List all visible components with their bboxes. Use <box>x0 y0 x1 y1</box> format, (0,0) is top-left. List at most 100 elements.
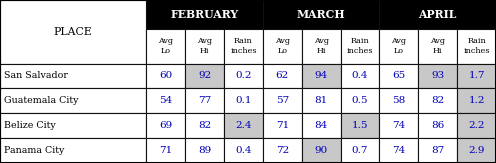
Text: 82: 82 <box>198 121 211 130</box>
Text: Guatemala City: Guatemala City <box>4 96 78 105</box>
Text: 0.4: 0.4 <box>352 72 368 81</box>
Bar <box>457 29 496 64</box>
Bar <box>379 29 418 64</box>
Bar <box>341 113 379 138</box>
Bar <box>0 113 146 138</box>
Text: Avg
Hi: Avg Hi <box>197 37 212 55</box>
Bar <box>263 88 302 113</box>
Text: 2.2: 2.2 <box>468 121 485 130</box>
Bar <box>341 138 379 163</box>
Bar <box>302 88 341 113</box>
Bar <box>0 64 146 88</box>
Bar <box>0 0 146 64</box>
Text: 62: 62 <box>276 72 289 81</box>
Bar <box>418 88 457 113</box>
Text: 0.7: 0.7 <box>352 146 368 155</box>
Bar <box>302 64 341 88</box>
Text: 90: 90 <box>314 146 328 155</box>
Text: 74: 74 <box>392 146 406 155</box>
Bar <box>457 64 496 88</box>
Text: Panama City: Panama City <box>4 146 64 155</box>
Text: 89: 89 <box>198 146 211 155</box>
Text: 82: 82 <box>431 96 444 105</box>
Text: 92: 92 <box>198 72 211 81</box>
Text: 54: 54 <box>159 96 173 105</box>
Bar <box>379 113 418 138</box>
Text: 58: 58 <box>392 96 406 105</box>
Bar <box>146 0 263 29</box>
Bar <box>418 138 457 163</box>
Bar <box>263 138 302 163</box>
Text: 0.1: 0.1 <box>235 96 251 105</box>
Bar <box>341 29 379 64</box>
Text: Avg
Hi: Avg Hi <box>430 37 445 55</box>
Text: Rain
inches: Rain inches <box>347 37 373 55</box>
Text: 74: 74 <box>392 121 406 130</box>
Text: FEBRUARY: FEBRUARY <box>171 9 239 20</box>
Text: 1.5: 1.5 <box>352 121 368 130</box>
Bar <box>341 88 379 113</box>
Bar <box>146 113 185 138</box>
Bar <box>146 138 185 163</box>
Bar <box>418 29 457 64</box>
Bar <box>185 113 224 138</box>
Text: 72: 72 <box>276 146 289 155</box>
Text: 81: 81 <box>314 96 328 105</box>
Text: Rain
inches: Rain inches <box>230 37 257 55</box>
Bar <box>302 113 341 138</box>
Bar <box>224 113 263 138</box>
Text: 87: 87 <box>431 146 444 155</box>
Bar <box>224 29 263 64</box>
Text: 65: 65 <box>392 72 406 81</box>
Text: Avg
Hi: Avg Hi <box>313 37 329 55</box>
Text: 86: 86 <box>431 121 444 130</box>
Bar <box>341 64 379 88</box>
Text: APRIL: APRIL <box>419 9 457 20</box>
Text: Avg
Lo: Avg Lo <box>391 37 406 55</box>
Bar <box>379 64 418 88</box>
Text: 1.2: 1.2 <box>468 96 485 105</box>
Text: 0.5: 0.5 <box>352 96 368 105</box>
Bar <box>263 113 302 138</box>
Text: San Salvador: San Salvador <box>4 72 68 81</box>
Bar <box>379 0 496 29</box>
Text: 2.4: 2.4 <box>235 121 251 130</box>
Text: 2.9: 2.9 <box>468 146 485 155</box>
Bar <box>146 29 185 64</box>
Text: 94: 94 <box>314 72 328 81</box>
Text: 60: 60 <box>159 72 173 81</box>
Text: Avg
Lo: Avg Lo <box>158 37 173 55</box>
Text: 57: 57 <box>276 96 289 105</box>
Bar <box>457 113 496 138</box>
Text: 77: 77 <box>198 96 211 105</box>
Bar <box>302 138 341 163</box>
Text: 71: 71 <box>276 121 289 130</box>
Text: 69: 69 <box>159 121 173 130</box>
Text: 1.7: 1.7 <box>468 72 485 81</box>
Text: PLACE: PLACE <box>54 27 93 37</box>
Bar <box>185 88 224 113</box>
Bar <box>379 138 418 163</box>
Text: Rain
inches: Rain inches <box>463 37 490 55</box>
Bar <box>263 29 302 64</box>
Text: Avg
Lo: Avg Lo <box>275 37 290 55</box>
Bar <box>379 88 418 113</box>
Bar <box>185 29 224 64</box>
Text: 0.2: 0.2 <box>235 72 251 81</box>
Bar <box>224 138 263 163</box>
Bar <box>263 64 302 88</box>
Bar <box>418 64 457 88</box>
Text: 71: 71 <box>159 146 173 155</box>
Bar <box>263 0 379 29</box>
Bar <box>418 113 457 138</box>
Bar <box>457 138 496 163</box>
Bar <box>0 138 146 163</box>
Bar <box>146 64 185 88</box>
Bar <box>185 64 224 88</box>
Text: 93: 93 <box>431 72 444 81</box>
Bar <box>146 88 185 113</box>
Bar <box>0 88 146 113</box>
Bar <box>224 88 263 113</box>
Bar <box>185 138 224 163</box>
Bar <box>457 88 496 113</box>
